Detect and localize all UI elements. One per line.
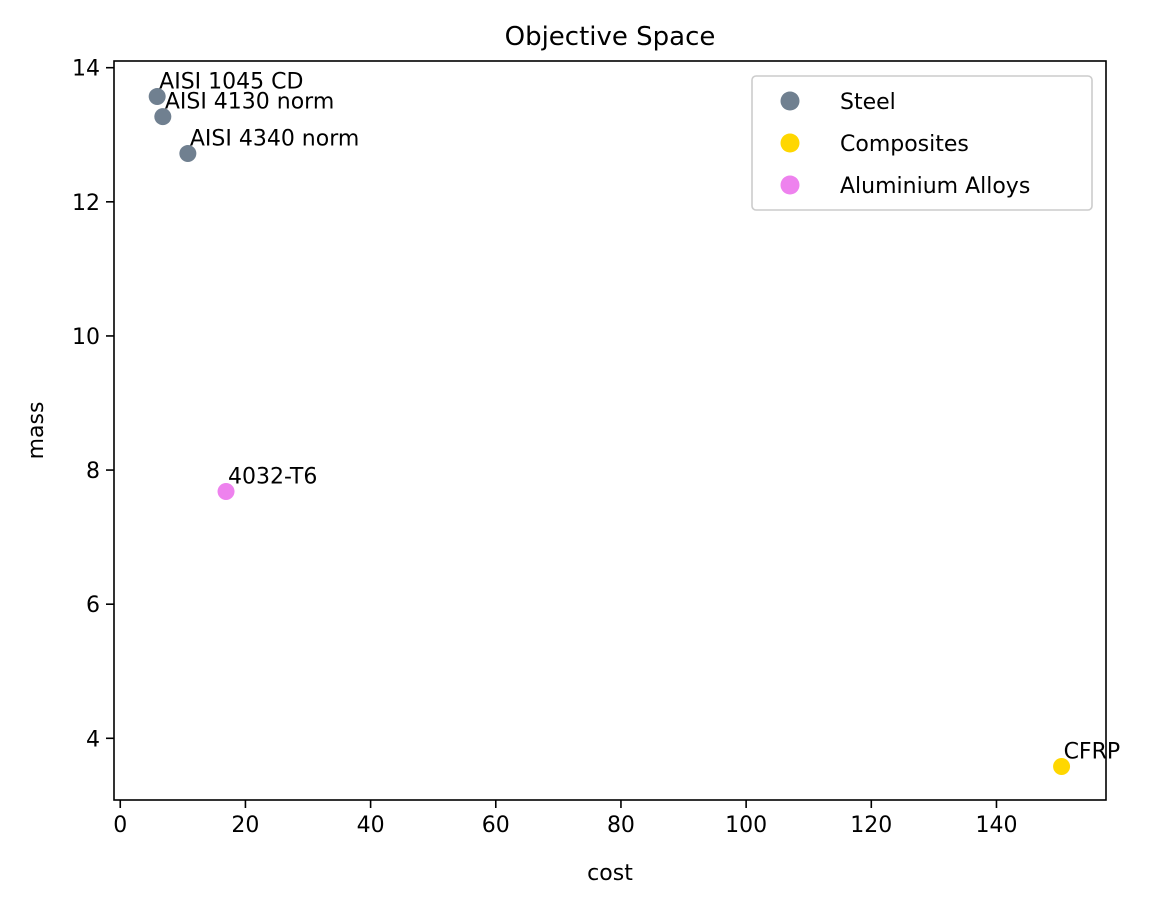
- x-axis-label: cost: [587, 861, 633, 886]
- y-tick-label: 6: [86, 593, 100, 618]
- y-tick-label: 14: [72, 57, 100, 82]
- data-point: [154, 108, 172, 126]
- legend-box: [751, 75, 1093, 211]
- legend: Steel Composites Aluminium Alloys: [751, 75, 1093, 211]
- legend-label: Composites: [840, 132, 969, 157]
- y-tick-label: 10: [72, 325, 100, 350]
- x-tick-label: 0: [113, 813, 127, 838]
- y-tick-label: 4: [86, 727, 100, 752]
- plot-frame: [113, 60, 1107, 801]
- y-tick-label: 12: [72, 191, 100, 216]
- legend-label: Steel: [840, 90, 896, 115]
- data-point: [1053, 757, 1071, 775]
- legend-marker: [780, 175, 800, 195]
- data-points: [148, 88, 1071, 775]
- x-tick-label: 80: [607, 813, 635, 838]
- x-tick-label: 100: [725, 813, 767, 838]
- x-axis-ticks: 0 20 40 60 80 100 120 140: [113, 800, 1017, 838]
- x-tick-label: 120: [850, 813, 892, 838]
- legend-label: Aluminium Alloys: [840, 174, 1030, 199]
- x-tick-label: 140: [975, 813, 1017, 838]
- data-point: [179, 145, 197, 163]
- point-label: CFRP: [1064, 739, 1121, 764]
- point-label: 4032-T6: [228, 465, 317, 490]
- legend-marker: [780, 91, 800, 111]
- y-axis-ticks: 4 6 8 10 12 14: [72, 57, 114, 752]
- chart-title: Objective Space: [505, 22, 716, 52]
- y-axis-label: mass: [24, 402, 49, 460]
- y-tick-label: 8: [86, 459, 100, 484]
- point-label: AISI 1045 CD: [159, 70, 303, 95]
- x-tick-label: 40: [357, 813, 385, 838]
- legend-marker: [780, 133, 800, 153]
- x-tick-label: 20: [231, 813, 259, 838]
- data-point: [148, 88, 166, 106]
- x-tick-label: 60: [482, 813, 510, 838]
- point-label: AISI 4340 norm: [190, 127, 359, 152]
- point-label: AISI 4130 norm: [165, 90, 334, 115]
- data-point: [217, 483, 235, 501]
